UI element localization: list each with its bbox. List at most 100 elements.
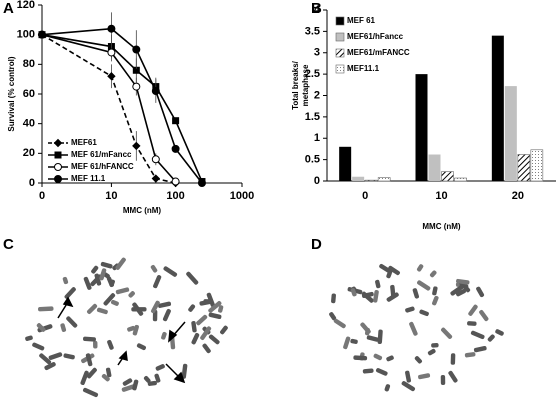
x-tick-label: 20 [512,190,524,202]
chromosome [106,276,114,288]
chromosome [441,327,453,339]
chromosome [82,387,99,398]
chromosome [136,343,146,351]
y-tick-label: 4 [314,4,321,16]
chromosome [333,318,346,329]
chromosome [429,270,437,278]
chromosome [100,261,113,269]
x-tick-label: 10 [105,190,117,202]
bar [428,154,441,181]
chromosome [353,355,368,361]
chromosome [101,373,110,382]
chromosome [432,295,439,306]
chromosome [111,299,119,306]
chromosome [115,257,126,270]
chromosome [157,301,172,308]
chromosome [154,373,161,383]
legend-marker [54,163,62,171]
chromosome [450,284,465,296]
panel-label: A [3,0,14,17]
bar [491,35,504,182]
bar [415,74,428,181]
chromosome [153,275,162,289]
legend-label: MEF61 [71,138,97,147]
chromosome [93,340,98,349]
legend-marker [54,175,62,183]
chromosome [388,265,400,276]
chromosome [362,368,374,374]
bar [441,171,454,182]
legend-label: MEF61/hFancc [347,32,404,41]
chromosome [63,353,75,360]
chromosome [375,368,388,376]
chromosome [350,288,357,297]
chromosome [39,353,52,365]
chromosome [191,332,200,345]
chromosome [450,353,456,365]
chromosome [155,364,165,371]
marker [38,30,46,39]
x-tick-label: 0 [39,190,45,202]
chromosome [455,289,466,297]
chromosome [375,279,381,289]
legend-swatch [335,48,345,58]
chromosome [386,271,392,279]
chromosome [150,265,158,273]
y-axis-label: Survival (% control) [7,56,16,131]
x-axis-label: MMC (nM) [422,222,461,231]
chromosome [409,321,418,336]
chromosome [48,352,63,360]
x-tick-label: 1000 [230,190,254,202]
y-tick-label: 2.5 [305,68,320,80]
bar [517,154,531,182]
chromosome [38,306,54,312]
chromosome [191,321,197,333]
legend-label: MEF11.1 [347,64,380,73]
legend-label: MEF 61/hFANCC [71,162,134,171]
chromosome [470,330,485,340]
y-tick-label: 0 [314,175,320,187]
chromosome [99,268,107,281]
bar [339,146,352,181]
chromosome [479,310,489,322]
chromosome [440,374,446,386]
y-tick-label: 3.5 [305,25,320,37]
y-tick-label: 120 [17,0,35,11]
bar [530,149,544,182]
line [41,33,203,182]
marker [197,179,206,187]
chromosome [115,287,130,295]
chromosome [405,306,415,313]
chromosome [329,312,337,321]
chromosome [83,336,96,342]
chromosome [131,307,147,312]
chromosome [122,378,133,386]
arrows [57,296,186,384]
legend-swatch [335,16,345,26]
chromosome [86,367,97,379]
chromosome [373,353,383,361]
marker [171,177,180,186]
marker [151,87,160,96]
chromosome [448,370,458,383]
marker [107,48,116,57]
chromosome [414,356,423,364]
line [41,27,203,184]
chromosome [417,280,431,291]
chromosome [487,334,495,342]
chromosome [377,329,383,345]
y-tick-label: 40 [23,118,35,130]
chromosome [384,384,391,392]
chromosome [419,309,429,317]
chromosome [143,375,151,383]
y-tick-label: 60 [23,88,35,100]
marker [171,144,180,153]
marker [151,155,160,164]
y-tick-label: 3 [314,47,320,59]
chromosome [464,352,476,358]
chromosome [127,325,136,332]
chromosome [44,362,56,371]
chromosome [32,342,45,351]
chromosome [60,323,67,332]
y-tick-label: 80 [23,58,35,70]
